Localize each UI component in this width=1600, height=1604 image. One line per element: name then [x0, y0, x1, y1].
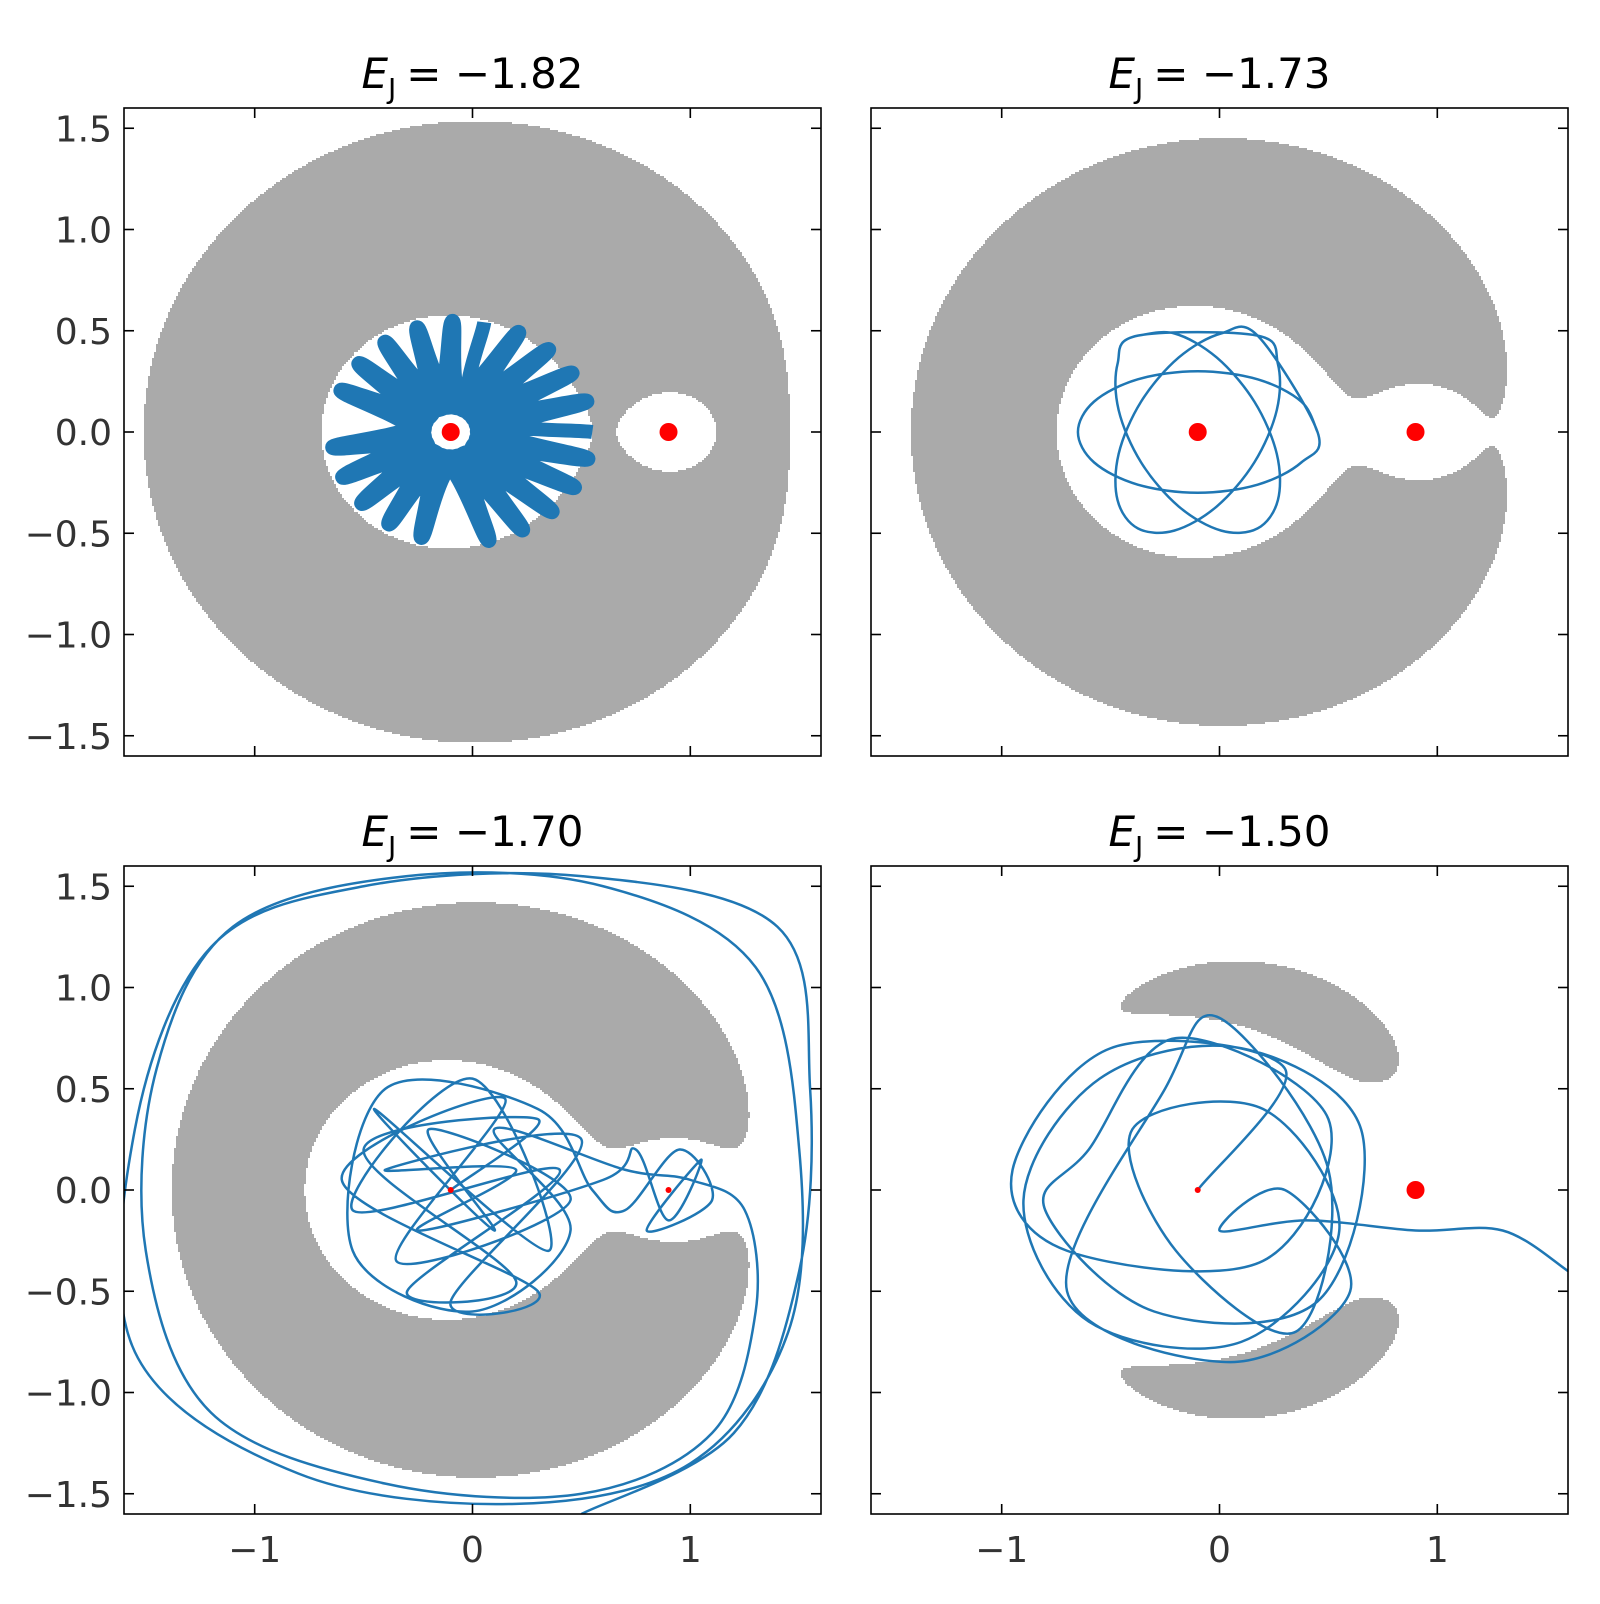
y-tick-label: 0.5	[55, 1070, 112, 1111]
title-rest: = −1.73	[1153, 49, 1330, 98]
y-tick-label: −1.0	[25, 616, 112, 657]
y-tick-label: 1.0	[55, 969, 112, 1010]
title-subscript: J	[1133, 72, 1143, 105]
y-tick-label: −1.0	[25, 1374, 112, 1415]
y-tick-label: 1.5	[55, 867, 112, 908]
forbidden-region	[172, 902, 750, 1478]
title-rest: = −1.82	[406, 49, 583, 98]
x-tick-label: 0	[1208, 1530, 1231, 1571]
mass	[447, 1187, 454, 1193]
x-tick-label: 1	[1426, 1530, 1449, 1571]
title-rest: = −1.50	[1153, 807, 1330, 856]
orbit	[1010, 1014, 1568, 1364]
title-subscript: J	[386, 72, 396, 105]
panel: EJ = −1.73	[870, 49, 1569, 757]
panel: −1 0 1 EJ = −1.50	[870, 807, 1569, 1571]
forbidden-region	[1121, 962, 1399, 1418]
panel: −1.5 −1.0 −0.5 0.0 0.5 1.0 1.5 EJ = −1.82	[25, 49, 822, 758]
y-tick-label: 0.5	[55, 312, 112, 353]
panel-title: EJ = −1.73	[1108, 49, 1330, 105]
y-tick-label: 1.5	[55, 109, 112, 150]
title-subscript: J	[386, 830, 396, 863]
y-tick-label: −1.5	[25, 717, 112, 758]
title-symbol: E	[361, 49, 388, 98]
mass	[1406, 423, 1425, 441]
y-tick-label: 1.0	[55, 211, 112, 252]
x-tick-label: 0	[461, 1530, 484, 1571]
panel-title: EJ = −1.50	[1108, 807, 1330, 863]
y-tick-label: −0.5	[25, 1272, 112, 1313]
orbit	[325, 313, 596, 548]
y-tick-label: −0.5	[25, 514, 112, 555]
panel: −1 0 1 −1.5 −1.0 −0.5 0.0 0.5 1.0 1.5 EJ = −1.70	[25, 807, 822, 1571]
x-tick-label: −1	[975, 1530, 1028, 1571]
title-subscript: J	[1133, 830, 1143, 863]
forbidden-region	[144, 122, 790, 742]
x-tick-label: 1	[679, 1530, 702, 1571]
y-tick-label: 0.0	[55, 1171, 112, 1212]
panel-title: EJ = −1.70	[361, 807, 583, 863]
mass	[441, 423, 460, 441]
mass	[1188, 423, 1207, 441]
y-tick-label: −1.5	[25, 1475, 112, 1516]
panel-title: EJ = −1.82	[361, 49, 583, 105]
forbidden-region	[911, 138, 1507, 726]
mass	[1406, 1181, 1425, 1199]
orbit	[124, 871, 814, 1514]
x-tick-label: −1	[228, 1530, 281, 1571]
orbit	[1076, 325, 1321, 535]
y-tick-label: 0.0	[55, 413, 112, 454]
title-symbol: E	[1108, 49, 1135, 98]
title-rest: = −1.70	[406, 807, 583, 856]
mass	[659, 423, 678, 441]
mass	[1194, 1187, 1201, 1193]
title-symbol: E	[1108, 807, 1135, 856]
mass	[665, 1187, 672, 1193]
title-symbol: E	[361, 807, 388, 856]
